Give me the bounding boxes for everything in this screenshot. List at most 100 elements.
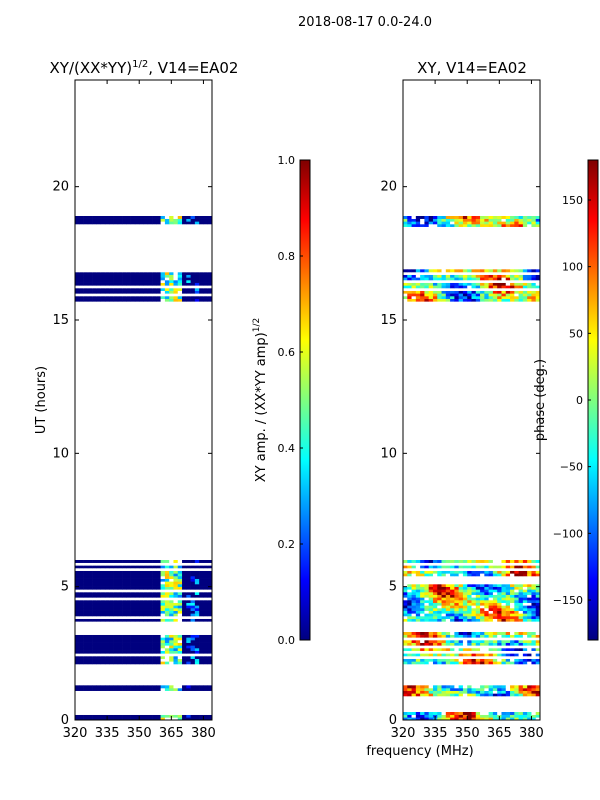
heatmap-cell: [501, 221, 507, 225]
heatmap-cell: [518, 290, 524, 294]
heatmap-cell: [531, 658, 537, 662]
heatmap-cell: [113, 648, 119, 651]
heatmap-cell: [445, 688, 451, 691]
heatmap-cell: [522, 298, 528, 302]
heatmap-cell: [203, 685, 209, 689]
heatmap-cell: [428, 597, 434, 601]
heatmap-cell: [194, 642, 200, 646]
heatmap-cell: [488, 616, 494, 619]
heatmap-cell: [194, 285, 200, 289]
heatmap-cell: [467, 648, 472, 651]
heatmap-cell: [130, 586, 136, 590]
heatmap-cell: [505, 288, 511, 291]
heatmap-cell: [113, 610, 119, 614]
heatmap-cell: [190, 274, 196, 278]
heatmap-cell: [117, 656, 123, 659]
heatmap-cell: [522, 602, 528, 606]
heatmap-cell: [122, 290, 127, 294]
heatmap-cell: [497, 597, 502, 601]
heatmap-cell: [79, 618, 84, 622]
heatmap-cell: [420, 637, 425, 641]
heatmap-cell: [75, 282, 80, 286]
heatmap-cell: [109, 272, 114, 275]
heatmap-cell: [122, 688, 127, 691]
heatmap-cell: [531, 296, 537, 299]
heatmap-cell: [96, 688, 101, 691]
heatmap-cell: [522, 658, 528, 662]
heatmap-cell: [134, 712, 140, 715]
heatmap-cell: [104, 632, 110, 635]
heatmap-cell: [492, 618, 498, 622]
heatmap-cell: [96, 298, 101, 302]
heatmap-cell: [96, 610, 101, 614]
heatmap-cell: [420, 221, 425, 225]
heatmap-cell: [126, 576, 131, 579]
heatmap-cell: [445, 634, 451, 638]
heatmap-cell: [190, 576, 196, 579]
phase-colorbar-label: phase (deg.): [533, 359, 548, 441]
heatmap-cell: [122, 586, 127, 590]
heatmap-cell: [190, 224, 196, 227]
heatmap-cell: [432, 573, 438, 577]
heatmap-cell: [471, 613, 477, 617]
heatmap-cell: [501, 576, 507, 579]
heatmap-cell: [428, 216, 434, 219]
heatmap-cell: [199, 712, 204, 715]
heatmap-cell: [194, 618, 200, 622]
heatmap-cell: [130, 616, 136, 619]
heatmap-cell: [424, 570, 429, 574]
heatmap-cell: [458, 642, 464, 646]
heatmap-cell: [450, 650, 455, 654]
heatmap-cell: [403, 605, 408, 609]
heatmap-cell: [92, 642, 97, 646]
heatmap-cell: [177, 605, 183, 609]
heatmap-cell: [169, 594, 174, 598]
heatmap-cell: [160, 280, 166, 283]
heatmap-cell: [415, 618, 421, 622]
heatmap-cell: [454, 586, 459, 590]
heatmap-cell: [407, 645, 412, 649]
heatmap-cell: [117, 277, 123, 281]
heatmap-cell: [501, 269, 507, 273]
heatmap-cell: [194, 573, 200, 577]
heatmap-cell: [194, 272, 200, 275]
heatmap-cell: [207, 581, 213, 585]
heatmap-cell: [186, 218, 191, 222]
heatmap-cell: [156, 685, 161, 689]
heatmap-cell: [75, 560, 80, 563]
heatmap-cell: [152, 277, 157, 281]
heatmap-cell: [139, 653, 144, 657]
heatmap-cell: [411, 277, 417, 281]
heatmap-cell: [411, 285, 417, 289]
heatmap-cell: [432, 584, 438, 587]
heatmap-cell: [190, 656, 196, 659]
heatmap-cell: [492, 653, 498, 657]
heatmap-cell: [488, 634, 494, 638]
heatmap-cell: [403, 298, 408, 302]
heatmap-cell: [415, 282, 421, 286]
heatmap-cell: [169, 605, 174, 609]
heatmap-cell: [454, 565, 459, 569]
heatmap-cell: [126, 221, 131, 225]
heatmap-cell: [458, 640, 464, 643]
heatmap-cell: [450, 218, 455, 222]
heatmap-cell: [450, 560, 455, 563]
heatmap-cell: [484, 573, 489, 577]
heatmap-cell: [407, 616, 412, 619]
heatmap-cell: [173, 690, 179, 694]
heatmap-cell: [420, 645, 425, 649]
heatmap-cell: [122, 568, 127, 571]
heatmap-cell: [488, 605, 494, 609]
heatmap-cell: [117, 296, 123, 299]
heatmap-cell: [527, 218, 532, 222]
heatmap-cell: [126, 610, 131, 614]
heatmap-cell: [407, 613, 412, 617]
heatmap-cell: [411, 274, 417, 278]
heatmap-cell: [203, 570, 209, 574]
heatmap-cell: [104, 610, 110, 614]
heatmap-cell: [117, 714, 123, 718]
heatmap-cell: [403, 634, 408, 638]
heatmap-cell: [207, 584, 213, 587]
heatmap-cell: [182, 653, 187, 657]
heatmap-cell: [147, 656, 153, 659]
